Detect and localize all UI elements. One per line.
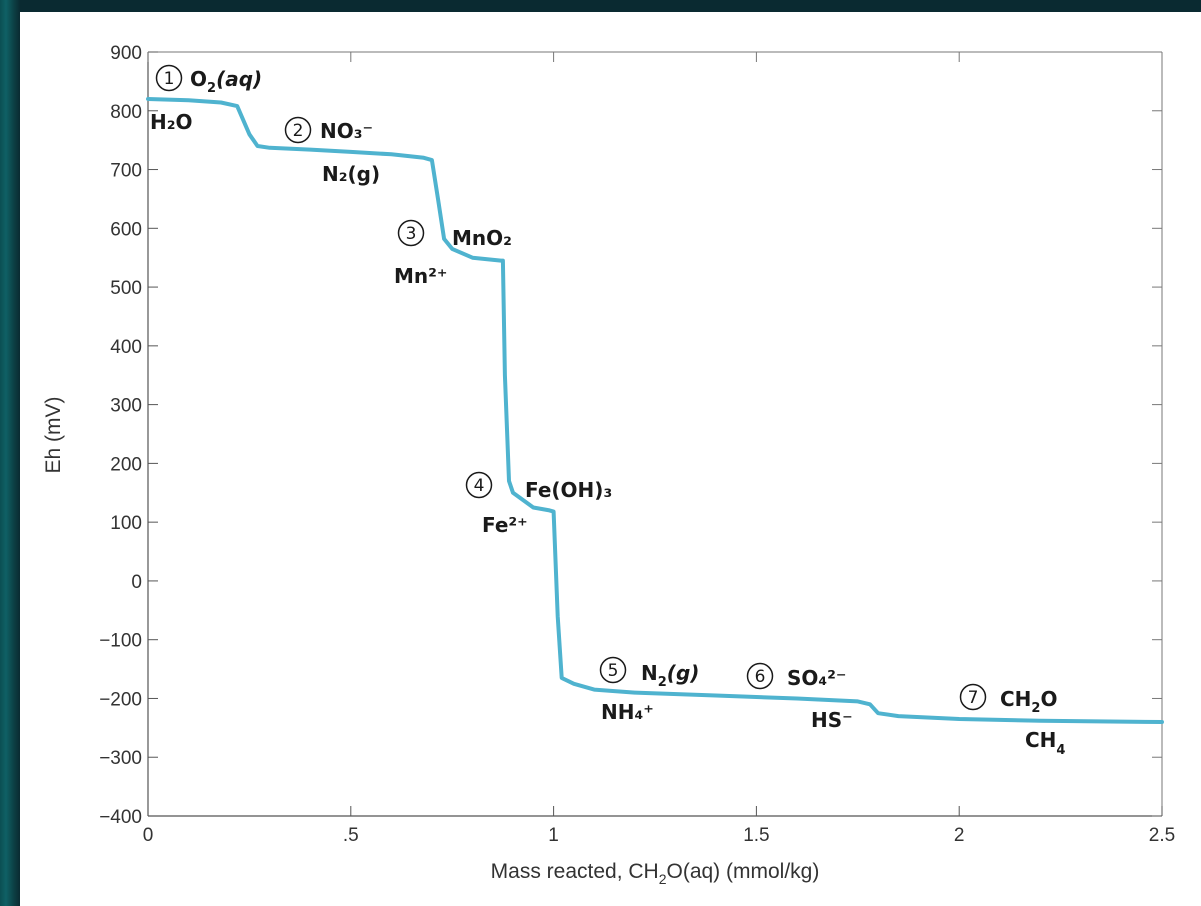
y-tick-label: −100 bbox=[99, 631, 142, 652]
annotation-7-reductant-sub: 4 bbox=[1056, 743, 1065, 758]
y-tick-label: 400 bbox=[110, 337, 142, 358]
annotation-6-oxidant: SO₄²⁻ bbox=[787, 666, 846, 690]
annotation-1-oxidant-base: O bbox=[190, 67, 207, 91]
annotation-1-circle bbox=[155, 64, 183, 92]
chart-panel bbox=[20, 12, 1201, 906]
y-tick-label: 700 bbox=[110, 161, 142, 182]
annotation-4-number: 4 bbox=[474, 476, 485, 496]
annotation-3-number: 3 bbox=[406, 224, 417, 244]
y-axis-title: Eh (mV) bbox=[42, 396, 65, 473]
annotation-1-oxidant-sub: 2 bbox=[207, 81, 216, 96]
annotation-7-oxidant-base: CH bbox=[1000, 687, 1031, 711]
x-axis-title-part-b: O(aq) (mmol/kg) bbox=[667, 860, 820, 883]
annotation-6: 6 SO₄²⁻ HS⁻ bbox=[746, 662, 853, 732]
annotation-3-circle bbox=[397, 219, 425, 247]
annotation-2-reductant: N₂(g) bbox=[322, 162, 380, 186]
annotation-7: 7 CH2O CH4 bbox=[959, 683, 1065, 758]
annotation-5-circle bbox=[599, 656, 627, 684]
x-tick-label: .5 bbox=[343, 825, 359, 846]
annotation-5-oxidant-tail: (g) bbox=[667, 661, 700, 685]
annotation-4-reductant: Fe²⁺ bbox=[482, 513, 528, 537]
y-tick-label: −200 bbox=[99, 689, 142, 710]
x-tick-label: 1.5 bbox=[743, 825, 769, 846]
annotation-4-circle bbox=[465, 471, 493, 499]
annotation-3: 3 MnO₂ Mn²⁺ bbox=[394, 219, 512, 288]
annotation-7-reductant-base: CH bbox=[1025, 728, 1056, 752]
annotation-1-oxidant-tail: (aq) bbox=[216, 67, 262, 91]
annotation-5-oxidant: N2(g) bbox=[641, 661, 699, 690]
series-points bbox=[148, 99, 1162, 722]
annotation-1-reductant: H₂O bbox=[150, 110, 193, 134]
x-tick-label: 0 bbox=[143, 825, 154, 846]
annotation-7-reductant: CH4 bbox=[1025, 728, 1065, 758]
axes bbox=[147, 51, 1163, 817]
annotation-5-oxidant-sub: 2 bbox=[658, 675, 667, 690]
x-tick-label: 2.5 bbox=[1149, 825, 1175, 846]
annotation-3-reductant: Mn²⁺ bbox=[394, 264, 447, 288]
y-tick-label: 900 bbox=[110, 43, 142, 64]
annotation-4-oxidant: Fe(OH)₃ bbox=[525, 478, 612, 502]
annotation-7-number: 7 bbox=[968, 688, 979, 708]
y-tick-label: 500 bbox=[110, 278, 142, 299]
y-tick-label: 0 bbox=[131, 572, 142, 593]
y-tick-label: 200 bbox=[110, 454, 142, 475]
eh-series-line bbox=[146, 97, 1164, 724]
annotation-3-oxidant: MnO₂ bbox=[452, 226, 512, 250]
y-tick-label: 300 bbox=[110, 396, 142, 417]
annotation-7-oxidant-sub: 2 bbox=[1031, 701, 1040, 716]
annotation-2: 2 NO₃⁻ N₂(g) bbox=[284, 116, 380, 186]
y-tick-label: 800 bbox=[110, 102, 142, 123]
y-tick-label: −400 bbox=[99, 807, 142, 828]
y-tick-label: 100 bbox=[110, 513, 142, 534]
annotation-7-circle bbox=[959, 683, 987, 711]
annotation-2-circle bbox=[284, 116, 312, 144]
annotation-5-oxidant-base: N bbox=[641, 661, 658, 685]
annotation-4: 4 Fe(OH)₃ Fe²⁺ bbox=[465, 471, 612, 537]
annotation-6-circle bbox=[746, 662, 774, 690]
y-tick-label: −300 bbox=[99, 748, 142, 769]
annotation-7-oxidant-tail: O bbox=[1040, 687, 1057, 711]
annotation-6-number: 6 bbox=[755, 667, 766, 687]
annotation-2-number: 2 bbox=[293, 121, 304, 141]
y-tick-label: 600 bbox=[110, 219, 142, 240]
annotation-5-reductant: NH₄⁺ bbox=[601, 700, 654, 724]
annotation-5: 5 N2(g) NH₄⁺ bbox=[599, 656, 699, 724]
x-axis-title: Mass reacted, CH2O(aq) (mmol/kg) bbox=[491, 860, 820, 887]
annotation-1-number: 1 bbox=[164, 69, 175, 89]
annotation-1: 1 O2(aq) H₂O bbox=[150, 64, 262, 134]
x-axis-title-subscript: 2 bbox=[659, 871, 667, 887]
annotation-7-oxidant: CH2O bbox=[1000, 687, 1057, 716]
x-tick-label: 2 bbox=[954, 825, 965, 846]
annotation-1-oxidant: O2(aq) bbox=[190, 67, 262, 96]
annotation-6-reductant: HS⁻ bbox=[811, 708, 853, 732]
ticks bbox=[147, 51, 1163, 817]
tick-labels: 900 800 700 600 500 400 300 200 100 0 −100 −200 −300… bbox=[99, 43, 1175, 846]
annotation-2-oxidant: NO₃⁻ bbox=[320, 119, 373, 143]
x-tick-label: 1 bbox=[548, 825, 559, 846]
x-axis-title-part-a: Mass reacted, CH bbox=[491, 860, 659, 883]
annotation-5-number: 5 bbox=[608, 661, 619, 681]
